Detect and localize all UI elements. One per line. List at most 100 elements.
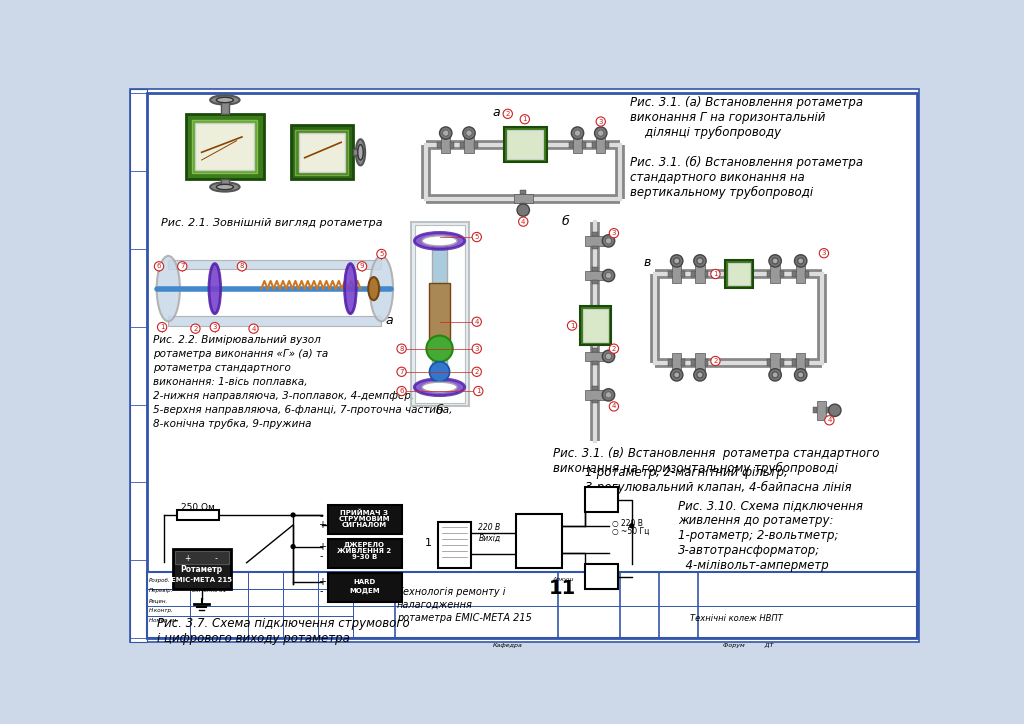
- Text: 4: 4: [474, 319, 479, 325]
- Text: СИГНАЛОМ: СИГНАЛОМ: [342, 522, 387, 528]
- Bar: [438, 522, 471, 568]
- Bar: [168, 260, 381, 269]
- Text: Рис. 2.1. Зовнішній вигляд ротаметра: Рис. 2.1. Зовнішній вигляд ротаметра: [161, 218, 382, 228]
- Bar: [592, 267, 598, 271]
- Text: а: а: [493, 106, 500, 119]
- Text: 2: 2: [194, 326, 198, 332]
- Text: Зінченко 31: Зінченко 31: [193, 588, 226, 593]
- Ellipse shape: [157, 256, 180, 321]
- Text: 2: 2: [506, 111, 510, 117]
- Text: Ніка Г.А.: Ніка Г.А.: [193, 578, 217, 583]
- Bar: [586, 487, 617, 512]
- Bar: [411, 222, 469, 406]
- Bar: [572, 136, 583, 153]
- Bar: [605, 142, 609, 148]
- Bar: [705, 359, 709, 366]
- Bar: [586, 390, 605, 400]
- Circle shape: [377, 249, 386, 258]
- Circle shape: [795, 369, 807, 381]
- Bar: [507, 130, 544, 159]
- Ellipse shape: [370, 256, 393, 321]
- Text: Рис. 3.7. Схема підключення струмового
і цифрового виходу ротаметра: Рис. 3.7. Схема підключення струмового і…: [158, 617, 411, 644]
- Circle shape: [605, 272, 611, 279]
- Text: -: -: [319, 552, 324, 562]
- Text: 1: 1: [522, 117, 527, 122]
- Bar: [691, 271, 695, 277]
- Bar: [177, 510, 219, 521]
- Text: ○ 220 В: ○ 220 В: [612, 519, 643, 528]
- Circle shape: [605, 237, 611, 244]
- Bar: [586, 271, 605, 280]
- Circle shape: [602, 389, 614, 401]
- Circle shape: [772, 258, 778, 264]
- Text: Технічні колеж НВПТ: Технічні колеж НВПТ: [690, 614, 782, 623]
- Bar: [514, 194, 532, 203]
- Bar: [767, 359, 770, 366]
- Circle shape: [158, 322, 167, 332]
- Text: 1-ротаметр, 2-магнітний фільтр,
3-регулювальний клапан, 4-байпасна лінія: 1-ротаметр, 2-магнітний фільтр, 3-регулю…: [586, 466, 852, 494]
- Bar: [504, 127, 547, 162]
- Circle shape: [472, 317, 481, 327]
- Circle shape: [442, 130, 449, 136]
- Text: +: +: [317, 520, 326, 530]
- Bar: [291, 125, 352, 180]
- Ellipse shape: [356, 139, 366, 165]
- Circle shape: [596, 117, 605, 126]
- Ellipse shape: [422, 382, 457, 392]
- Text: 8: 8: [399, 345, 403, 352]
- Bar: [805, 359, 809, 366]
- Text: Технологія ремонту і
налагодження
ротаметра ЕМІС-МЕТА 215: Технологія ремонту і налагодження ротаме…: [397, 587, 531, 623]
- Text: Рис. 2.2. Вимірювальний вузол
ротаметра виконання «Г» (а) та
ротаметра стандартн: Рис. 2.2. Вимірювальний вузол ротаметра …: [153, 334, 453, 429]
- Circle shape: [517, 204, 529, 216]
- Bar: [793, 271, 796, 277]
- Circle shape: [429, 362, 450, 382]
- Text: Аркуш: Аркуш: [552, 577, 573, 582]
- Text: ДЖЕРЕЛО: ДЖЕРЕЛО: [344, 542, 385, 548]
- Circle shape: [238, 261, 247, 271]
- Bar: [147, 572, 916, 638]
- Circle shape: [602, 235, 614, 247]
- Bar: [432, 237, 447, 391]
- Ellipse shape: [210, 96, 240, 104]
- Circle shape: [357, 261, 367, 271]
- Bar: [328, 573, 401, 602]
- Text: +: +: [317, 542, 326, 552]
- Bar: [669, 271, 672, 277]
- Circle shape: [693, 369, 707, 381]
- Ellipse shape: [209, 264, 220, 313]
- Bar: [583, 142, 586, 148]
- Bar: [464, 136, 474, 153]
- Circle shape: [798, 372, 804, 378]
- Text: Рис. 3.1. (в) Встановлення  ротаметра стандартного
виконання на горизонтальному : Рис. 3.1. (в) Встановлення ротаметра ста…: [553, 447, 880, 476]
- Bar: [328, 539, 401, 568]
- Ellipse shape: [357, 145, 364, 160]
- Bar: [429, 283, 451, 349]
- Text: 1: 1: [713, 271, 718, 277]
- Ellipse shape: [415, 232, 465, 249]
- Text: 2: 2: [596, 491, 607, 508]
- Bar: [299, 133, 345, 172]
- Text: Номер зм.: Номер зм.: [148, 618, 178, 623]
- Bar: [592, 280, 598, 284]
- Bar: [474, 142, 477, 148]
- Circle shape: [697, 258, 703, 264]
- Circle shape: [518, 217, 528, 226]
- Bar: [221, 100, 228, 114]
- Circle shape: [602, 350, 614, 363]
- Circle shape: [609, 229, 618, 237]
- Bar: [796, 353, 805, 372]
- Text: 2: 2: [611, 345, 616, 352]
- Text: Перевір.: Перевір.: [148, 588, 173, 593]
- Circle shape: [463, 127, 475, 139]
- Text: Форум          ДТ: Форум ДТ: [723, 643, 773, 648]
- Circle shape: [769, 255, 781, 267]
- Text: 3: 3: [213, 324, 217, 330]
- Circle shape: [630, 524, 634, 528]
- Circle shape: [291, 513, 295, 517]
- Bar: [705, 271, 709, 277]
- Circle shape: [567, 321, 577, 330]
- Bar: [583, 309, 607, 342]
- Text: 3: 3: [598, 119, 603, 125]
- Text: 4: 4: [827, 417, 831, 424]
- Circle shape: [671, 369, 683, 381]
